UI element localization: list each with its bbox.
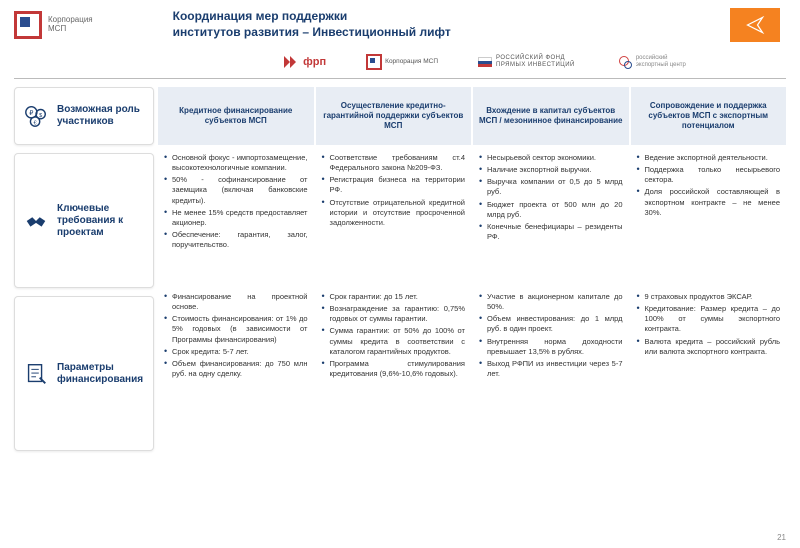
main-logo: Корпорация МСП (14, 11, 93, 39)
list-item: Отсутствие отрицательной кредитной истор… (322, 198, 466, 228)
list-item: Поддержка только несырьевого сектора. (637, 165, 781, 185)
list-item: Выручка компании от 0,5 до 5 млрд руб. (479, 177, 623, 197)
column-financing: Участие в акционерном капитале до 50%.Об… (473, 286, 629, 443)
logo-text: Корпорация МСП (48, 16, 93, 34)
sidebar-role: ₽$€ Возможная роль участников (14, 87, 154, 145)
rec-icon (615, 55, 633, 69)
page-title: Координация мер поддержки институтов раз… (173, 9, 730, 40)
partner-rfpi: РОССИЙСКИЙ ФОНД ПРЯМЫХ ИНВЕСТИЦИЙ (478, 55, 575, 68)
sidebar-fin: Параметры финансирования (14, 296, 154, 451)
content-columns: Кредитное финансирование субъектов МСПОс… (158, 87, 786, 451)
header: Корпорация МСП Координация мер поддержки… (0, 0, 800, 50)
list-item: Выход РФПИ из инвестиции через 5-7 лет. (479, 359, 623, 379)
next-button[interactable] (730, 8, 780, 42)
column-financing: 9 страховых продуктов ЭКСАР. Кредитование… (631, 286, 787, 443)
list-item: Срок гарантии: до 15 лет. (322, 292, 466, 302)
list-item: Не менее 15% средств предоставляет акцио… (164, 208, 308, 228)
page-number: 21 (777, 533, 786, 542)
sidebar-req: Ключевые требования к проектам (14, 153, 154, 288)
list-item: Объем финансирования: до 750 млн руб. на… (164, 359, 308, 379)
list-item: Кредитование: Размер кредита – до 100% о… (637, 304, 781, 334)
list-item: Срок кредита: 5-7 лет. (164, 347, 308, 357)
list-item: Наличие экспортной выручки. (479, 165, 623, 175)
partner-frp: фрп (284, 56, 326, 68)
column-requirements: Основной фокус - импортозамещение, высок… (158, 147, 314, 284)
column-requirements: Ведение экспортной деятельности. Поддержк… (631, 147, 787, 284)
arrow-send-icon (745, 15, 765, 35)
list-item: Основной фокус - импортозамещение, высок… (164, 153, 308, 173)
list-item: Стоимость финансирования: от 1% до 5% го… (164, 314, 308, 344)
column-financing: Срок гарантии: до 15 лет. Вознаграждение … (316, 286, 472, 443)
list-item: Участие в акционерном капитале до 50%. (479, 292, 623, 312)
column-1: Осуществление кредитно-гарантийной подде… (316, 87, 472, 451)
list-item: Бюджет проекта от 500 млн до 20 млрд руб… (479, 200, 623, 220)
sidebar: ₽$€ Возможная роль участников Ключевые т… (14, 87, 154, 451)
column-head: Осуществление кредитно-гарантийной подде… (316, 87, 472, 145)
list-item: Валюта кредита – российский рубль или ва… (637, 337, 781, 357)
svg-text:$: $ (39, 113, 42, 119)
flag-icon (478, 57, 492, 67)
list-item: Вознаграждение за гарантию: 0,75% годовы… (322, 304, 466, 324)
list-item: Обеспечение: гарантия, залог, поручитель… (164, 230, 308, 250)
sidebar-req-label: Ключевые требования к проектам (57, 203, 145, 239)
main-grid: ₽$€ Возможная роль участников Ключевые т… (0, 79, 800, 451)
list-item: 50% - софинансирование от заемщика (вклю… (164, 175, 308, 205)
frp-label: фрп (303, 56, 326, 68)
list-item: Программа стимулирования кредитования (9… (322, 359, 466, 379)
msp-mini-label: Корпорация МСП (385, 58, 438, 65)
list-item: Соответствие требованиям ст.4 Федерально… (322, 153, 466, 173)
rfpi-label: РОССИЙСКИЙ ФОНД ПРЯМЫХ ИНВЕСТИЦИЙ (496, 55, 575, 68)
partners-row: фрп Корпорация МСП РОССИЙСКИЙ ФОНД ПРЯМЫ… (0, 50, 800, 78)
sidebar-fin-label: Параметры финансирования (57, 362, 145, 386)
column-head: Кредитное финансирование субъектов МСП (158, 87, 314, 145)
list-item: Доля российской составляющей в экспортно… (637, 187, 781, 217)
column-requirements: Соответствие требованиям ст.4 Федерально… (316, 147, 472, 284)
column-3: Сопровождение и поддержка субъектов МСП … (631, 87, 787, 451)
logo-icon (14, 11, 42, 39)
list-item: Сумма гарантии: от 50% до 100% от суммы … (322, 326, 466, 356)
column-head: Вхождение в капитал субъектов МСП / мезо… (473, 87, 629, 145)
list-item: Финансирование на проектной основе. (164, 292, 308, 312)
svg-text:₽: ₽ (29, 109, 34, 117)
column-0: Кредитное финансирование субъектов МСП Ос… (158, 87, 314, 451)
sidebar-role-label: Возможная роль участников (57, 104, 145, 128)
list-item: Регистрация бизнеса на территории РФ. (322, 175, 466, 195)
partner-msp: Корпорация МСП (366, 54, 438, 70)
column-2: Вхождение в капитал субъектов МСП / мезо… (473, 87, 629, 451)
document-pen-icon (23, 361, 49, 387)
list-item: Объем инвестирования: до 1 млрд руб. в о… (479, 314, 623, 334)
partner-rec: российский экспортный центр (615, 55, 696, 69)
column-requirements: Несырьевой сектор экономики. Наличие эксп… (473, 147, 629, 284)
list-item: 9 страховых продуктов ЭКСАР. (637, 292, 781, 302)
list-item: Несырьевой сектор экономики. (479, 153, 623, 163)
handshake-icon (23, 208, 49, 234)
title-block: Координация мер поддержки институтов раз… (93, 9, 730, 40)
msp-mini-icon (366, 54, 382, 70)
list-item: Ведение экспортной деятельности. (637, 153, 781, 163)
list-item: Конечные бенефициары – резиденты РФ. (479, 222, 623, 242)
list-item: Внутренняя норма доходности превышает 13… (479, 337, 623, 357)
coins-icon: ₽$€ (23, 103, 49, 129)
column-financing: Финансирование на проектной основе.Стоим… (158, 286, 314, 443)
frp-icon (284, 56, 300, 68)
column-head: Сопровождение и поддержка субъектов МСП … (631, 87, 787, 145)
rec-label: российский экспортный центр (636, 55, 696, 68)
